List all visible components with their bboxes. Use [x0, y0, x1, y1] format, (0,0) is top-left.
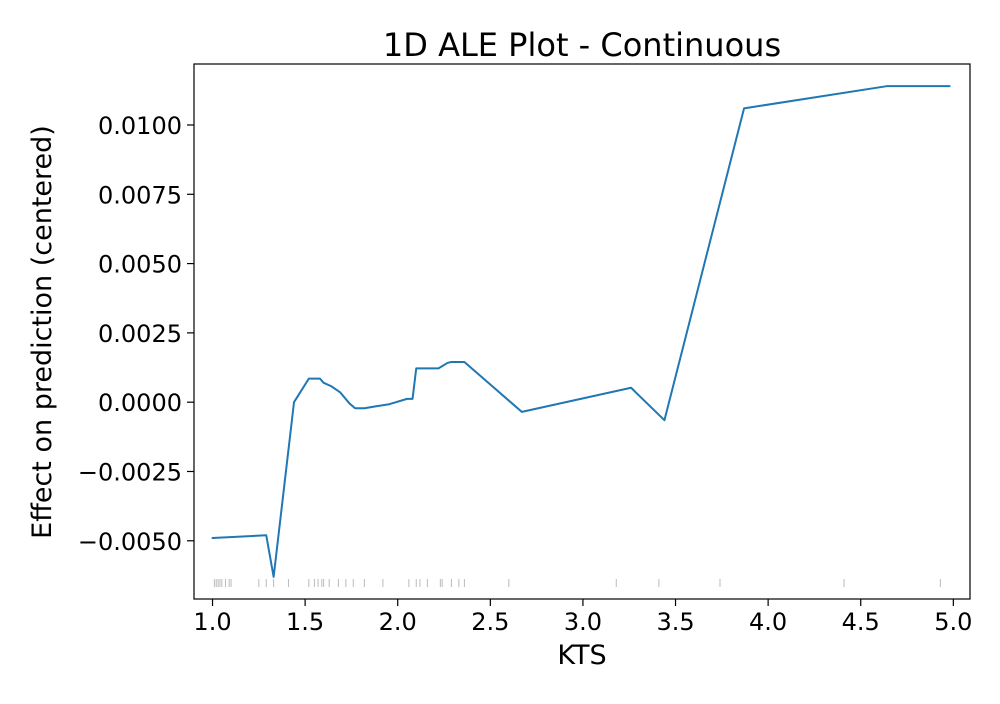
y-tick-label: 0.0000 [98, 389, 182, 417]
x-tick-label: 4.0 [749, 608, 787, 636]
plot-area: 1.0 1.5 2.0 2.5 3.0 3.5 4.0 4.5 5.0 −0.0050 −0.002… [78, 85, 972, 636]
x-tick-label: 1.5 [286, 608, 324, 636]
y-tick-label: 0.0100 [98, 112, 182, 140]
y-tick-label: 0.0075 [98, 181, 182, 209]
x-tick-label: 2.0 [379, 608, 417, 636]
x-axis-label: KTS [557, 640, 606, 671]
x-tick-label: 2.5 [471, 608, 509, 636]
y-axis-label: Effect on prediction (centered) [27, 125, 58, 539]
y-tick-label: −0.0050 [78, 528, 182, 556]
x-tick-label: 4.5 [842, 608, 880, 636]
x-tick-label: 3.0 [564, 608, 602, 636]
plot-frame [193, 63, 971, 600]
x-tick-label: 1.0 [193, 608, 231, 636]
chart-title: 1D ALE Plot - Continuous [383, 26, 781, 64]
y-tick-label: 0.0050 [98, 251, 182, 279]
ale-series-line-0 [211, 85, 951, 578]
y-tick-label: 0.0025 [98, 320, 182, 348]
x-tick-label: 5.0 [934, 608, 972, 636]
x-tick-label: 3.5 [656, 608, 694, 636]
y-tick-label: −0.0025 [78, 458, 182, 486]
